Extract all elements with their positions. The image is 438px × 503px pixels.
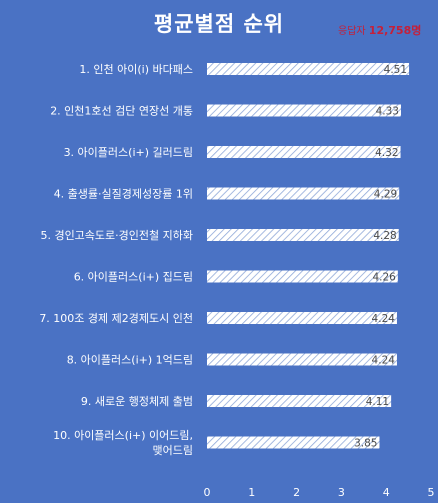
x-axis-ticks: 0 1 2 3 4 5 — [204, 486, 435, 499]
bar-9 — [207, 395, 392, 407]
bar-1 — [207, 63, 410, 75]
value-label-3: 4.32 — [375, 147, 398, 159]
value-label-1: 4.51 — [384, 64, 407, 76]
bar-2 — [207, 104, 401, 117]
value-labels: 4.51 4.33 4.32 4.29 4.28 4.26 4.24 4.24 4.11 3.85 — [354, 64, 407, 450]
bars-group — [207, 63, 410, 449]
bar-4 — [207, 187, 400, 200]
x-tick-label-4: 4 — [383, 486, 390, 499]
x-tick-label-5: 5 — [428, 486, 435, 499]
category-label-5: 5. 경인고속도로·경인전철 지하화 — [40, 228, 193, 242]
bar-7 — [207, 312, 397, 324]
respondent-label: 응답자 — [338, 26, 366, 37]
bar-3 — [207, 146, 401, 158]
category-label-7: 7. 100조 경제 제2경제도시 인천 — [39, 311, 193, 325]
bar-10 — [207, 436, 380, 449]
value-label-8: 4.24 — [372, 355, 396, 367]
value-label-9: 4.11 — [366, 396, 389, 408]
respondent-number: 12,758명 — [368, 24, 422, 37]
x-tick-label-1: 1 — [248, 486, 255, 499]
bar-6 — [207, 270, 398, 283]
respondent-count: 응답자 12,758명 — [338, 22, 421, 38]
chart-title: 평균별점 순위 — [153, 12, 285, 36]
value-label-4: 4.29 — [374, 189, 397, 201]
value-label-10: 3.85 — [354, 438, 377, 450]
value-label-2: 4.33 — [376, 106, 399, 118]
category-label-2: 2. 인천1호선 검단 연장선 개통 — [50, 104, 193, 118]
category-label-4: 4. 출생률·실질경제성장률 1위 — [54, 188, 193, 201]
category-label-1: 1. 인천 아이(i) 바다패스 — [79, 62, 193, 76]
bar-5 — [207, 229, 399, 241]
x-tick-label-3: 3 — [338, 486, 345, 499]
value-label-5: 4.28 — [373, 230, 396, 242]
category-label-8: 8. 아이플러스(i+) 1억드림 — [67, 354, 193, 367]
category-label-10: 10. 아이플러스(i+) 이어드림, 맺어드림 — [53, 429, 193, 457]
bar-8 — [207, 353, 397, 366]
value-label-6: 4.26 — [372, 272, 396, 284]
category-label-9: 9. 새로운 행정체제 출범 — [81, 395, 193, 408]
x-tick-label-2: 2 — [293, 486, 300, 499]
category-label-3: 3. 아이플러스(i+) 길러드림 — [64, 146, 193, 159]
category-labels: 1. 인천 아이(i) 바다패스 2. 인천1호선 검단 연장선 개통 3. 아이플… — [39, 62, 193, 457]
category-label-6: 6. 아이플러스(i+) 집드림 — [74, 271, 193, 284]
x-tick-label-0: 0 — [204, 486, 211, 499]
value-label-7: 4.24 — [372, 313, 396, 325]
